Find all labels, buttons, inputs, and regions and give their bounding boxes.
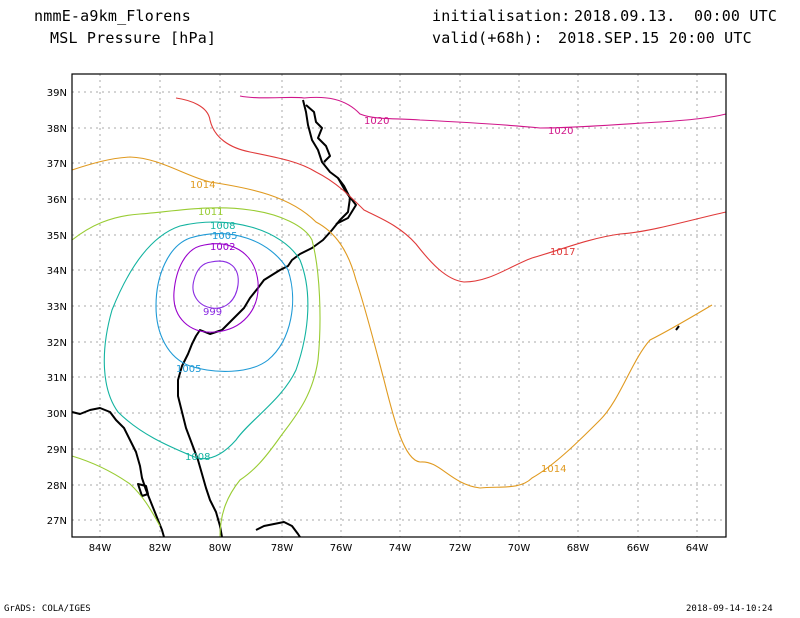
isobar-label-999: 999 <box>203 307 222 318</box>
valid-value: 2018.SEP.15 20:00 UTC <box>558 29 752 47</box>
isobar-1005 <box>155 233 294 372</box>
coastline <box>71 99 680 538</box>
isobar-label-1020: 1020 <box>364 116 389 127</box>
lat-label: 32N <box>47 338 67 349</box>
model-title: nmmE-a9km_Florens <box>34 7 191 25</box>
isobar-label-1005-south: 1005 <box>176 364 201 375</box>
isobar-label-1002: 1002 <box>210 242 235 253</box>
lat-label: 28N <box>47 481 67 492</box>
lon-label: 78W <box>271 543 294 554</box>
lon-label: 66W <box>627 543 650 554</box>
isobar-1014 <box>71 156 713 489</box>
lat-label: 36N <box>47 195 67 206</box>
isobar-label-1008-south: 1008 <box>185 452 210 463</box>
lon-label: 84W <box>89 543 112 554</box>
lon-label: 64W <box>686 543 709 554</box>
variable-title: MSL Pressure [hPa] <box>50 29 217 47</box>
lon-label: 70W <box>508 543 531 554</box>
lat-label: 39N <box>47 88 67 99</box>
lat-label: 27N <box>47 516 67 527</box>
longitude-axis: 84W 82W 80W 78W 76W 74W 72W 70W 68W 66W … <box>89 543 709 554</box>
isobar-label-1014-east: 1014 <box>541 464 566 475</box>
isobar-label-1014: 1014 <box>190 180 215 191</box>
isobar-label-1017: 1017 <box>550 247 575 258</box>
lon-label: 82W <box>149 543 172 554</box>
grid-lines <box>72 74 726 537</box>
lat-label: 35N <box>47 231 67 242</box>
isobar-1011 <box>71 207 321 538</box>
init-value: 2018.09.13. 00:00 UTC <box>574 7 778 25</box>
valid-label: valid(+68h): <box>432 29 543 47</box>
lat-label: 34N <box>47 266 67 277</box>
isobar-1002 <box>173 243 259 333</box>
init-label: initialisation: <box>432 7 571 25</box>
render-timestamp: 2018-09-14-10:24 <box>686 604 773 614</box>
lat-label: 29N <box>47 445 67 456</box>
lat-label: 33N <box>47 302 67 313</box>
isobar-1017 <box>175 97 727 283</box>
map-frame <box>71 73 727 538</box>
isobar-999 <box>192 260 239 309</box>
isobar-label-1005: 1005 <box>212 231 237 242</box>
lat-label: 38N <box>47 124 67 135</box>
isobar-1020 <box>239 95 727 129</box>
contour-labels: 999 1002 1005 1005 1008 1008 1011 1014 1… <box>176 116 575 475</box>
lat-label: 31N <box>47 373 67 384</box>
grads-credit: GrADS: COLA/IGES <box>4 604 91 614</box>
lat-label: 37N <box>47 159 67 170</box>
lat-label: 30N <box>47 409 67 420</box>
latitude-axis: 39N 38N 37N 36N 35N 34N 33N 32N 31N 30N … <box>47 88 67 527</box>
lon-label: 68W <box>567 543 590 554</box>
isobar-1008 <box>103 221 309 460</box>
lon-label: 76W <box>330 543 353 554</box>
isobar-label-1011: 1011 <box>198 207 223 218</box>
isobar-label-1008: 1008 <box>210 221 235 232</box>
isobar-label-1020-east: 1020 <box>548 126 573 137</box>
lon-label: 72W <box>449 543 472 554</box>
lon-label: 74W <box>389 543 412 554</box>
lon-label: 80W <box>209 543 232 554</box>
